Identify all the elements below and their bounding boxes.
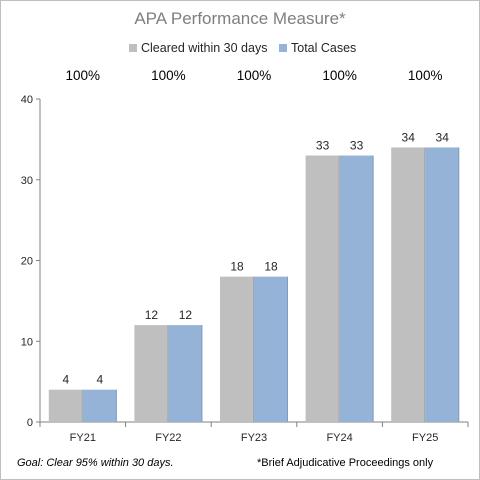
chart-title: APA Performance Measure* <box>134 9 346 28</box>
value-label: 18 <box>230 260 244 274</box>
bar-fy23-series-2 <box>254 276 288 422</box>
value-label: 33 <box>316 139 330 153</box>
bar-fy24-series-2 <box>339 155 374 422</box>
value-label: 34 <box>436 130 450 144</box>
bar-fy21-series-2 <box>82 389 117 422</box>
percent-label: 100% <box>66 68 101 83</box>
value-label: 12 <box>179 308 193 322</box>
category-label: FY24 <box>326 432 352 444</box>
legend-label-2: Total Cases <box>291 41 356 55</box>
percent-label: 100% <box>237 68 272 83</box>
bar-fy25-series-1 <box>391 147 426 422</box>
value-labels: 4 4 12 12 18 18 33 33 34 34 <box>62 130 449 386</box>
y-tick-label: 10 <box>21 336 33 348</box>
percent-label: 100% <box>408 68 443 83</box>
legend-label-1: Cleared within 30 days <box>141 41 267 55</box>
bar-fy23-series-1 <box>220 276 254 422</box>
y-tick-label: 30 <box>21 175 33 187</box>
category-label: FY23 <box>241 432 267 444</box>
value-label: 12 <box>145 308 159 322</box>
bars <box>48 147 460 422</box>
category-label: FY21 <box>70 432 96 444</box>
legend: Cleared within 30 days Total Cases <box>129 41 356 55</box>
value-label: 34 <box>402 130 416 144</box>
y-tick-label: 20 <box>21 256 33 268</box>
category-label: FY22 <box>155 432 181 444</box>
bar-fy25-series-2 <box>425 147 460 422</box>
category-labels: FY21 FY22 FY23 FY24 FY25 <box>70 432 439 444</box>
category-label: FY25 <box>412 432 438 444</box>
percent-labels: 100% 100% 100% 100% 100% <box>66 68 443 83</box>
value-label: 33 <box>350 139 364 153</box>
legend-swatch-1 <box>129 44 137 52</box>
value-label: 4 <box>62 373 69 387</box>
y-tick-label: 40 <box>21 94 33 106</box>
value-label: 4 <box>96 373 103 387</box>
value-label: 18 <box>264 260 278 274</box>
y-tick-label: 0 <box>27 417 33 429</box>
percent-label: 100% <box>151 68 186 83</box>
percent-label: 100% <box>322 68 357 83</box>
bar-fy24-series-1 <box>305 155 340 422</box>
legend-swatch-2 <box>279 44 287 52</box>
bar-fy22-series-1 <box>134 325 169 422</box>
footnote: *Brief Adjudicative Proceedings only <box>257 457 434 469</box>
bar-fy22-series-2 <box>168 325 203 422</box>
bar-fy21-series-1 <box>48 389 83 422</box>
goal-note: Goal: Clear 95% within 30 days. <box>17 457 174 469</box>
